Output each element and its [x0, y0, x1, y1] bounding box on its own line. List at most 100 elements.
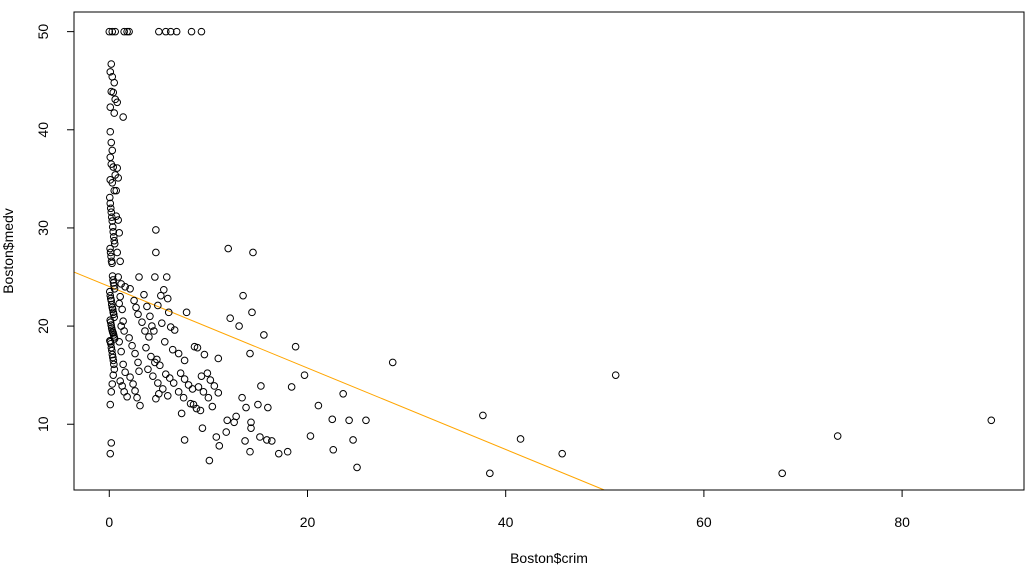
data-point — [162, 273, 171, 281]
data-point — [174, 349, 183, 358]
data-point — [109, 310, 118, 319]
data-point — [214, 389, 223, 397]
data-point — [176, 369, 185, 377]
data-point — [131, 387, 139, 395]
data-point — [118, 305, 126, 314]
data-point — [110, 78, 119, 87]
data-point — [314, 401, 323, 410]
data-point — [235, 322, 243, 330]
data-point — [108, 305, 117, 314]
data-point — [160, 337, 169, 346]
data-point — [125, 27, 133, 36]
data-point — [148, 322, 156, 330]
data-point — [206, 376, 215, 384]
data-point — [226, 314, 234, 323]
data-point — [204, 393, 213, 402]
data-point — [114, 273, 122, 281]
data-point — [184, 381, 193, 389]
data-point — [112, 212, 121, 220]
data-point — [120, 27, 128, 36]
data-point — [153, 355, 161, 364]
data-point — [108, 146, 117, 155]
data-point — [109, 228, 118, 236]
data-point — [113, 164, 122, 172]
data-point — [169, 379, 178, 387]
data-point — [558, 449, 566, 458]
data-point — [138, 318, 146, 326]
data-point — [329, 445, 338, 454]
data-point — [106, 103, 115, 112]
regression-line — [73, 271, 605, 491]
data-point — [194, 383, 203, 391]
data-point — [345, 416, 353, 425]
data-point — [212, 433, 221, 441]
x-tick-label: 80 — [894, 514, 910, 530]
data-point — [115, 299, 123, 308]
data-point — [107, 388, 116, 396]
data-point — [246, 349, 254, 358]
data-point — [778, 469, 786, 478]
data-point — [133, 393, 141, 402]
data-point — [109, 356, 118, 365]
data-point — [107, 213, 116, 221]
data-point — [263, 436, 271, 444]
data-point — [147, 352, 155, 361]
data-point — [180, 436, 189, 444]
data-point — [182, 308, 191, 317]
data-point — [339, 390, 347, 398]
data-point — [268, 437, 276, 445]
data-point — [134, 310, 142, 319]
data-point — [125, 334, 133, 342]
data-point — [164, 308, 173, 317]
data-point — [116, 377, 124, 385]
data-point — [109, 163, 118, 171]
x-axis-title: Boston$crim — [510, 550, 588, 566]
data-point — [193, 343, 202, 352]
data-point — [161, 370, 170, 378]
data-point — [106, 400, 115, 409]
data-point — [107, 439, 116, 447]
data-point — [111, 27, 120, 36]
data-point — [152, 394, 160, 403]
data-point — [353, 463, 361, 472]
data-point — [166, 27, 175, 36]
data-point — [135, 367, 143, 376]
y-tick-label: 20 — [35, 318, 51, 334]
data-point — [165, 374, 174, 382]
data-point — [106, 204, 115, 213]
data-point — [223, 416, 232, 425]
data-point — [129, 380, 137, 388]
data-point — [106, 449, 115, 458]
y-axis: 10 20 30 40 50 — [35, 24, 75, 432]
data-point — [199, 388, 208, 396]
data-point — [180, 356, 189, 365]
data-point — [833, 432, 842, 440]
data-point — [107, 321, 115, 329]
data-point — [146, 312, 154, 321]
data-point — [119, 360, 127, 369]
data-point — [130, 296, 138, 305]
data-point — [120, 327, 128, 335]
data-point — [189, 400, 198, 409]
data-point — [152, 248, 160, 257]
data-point — [119, 317, 127, 325]
data-point — [611, 371, 620, 379]
data-point — [486, 469, 494, 478]
data-point — [247, 418, 255, 427]
data-point — [110, 236, 119, 245]
data-point — [107, 60, 116, 68]
data-point — [106, 244, 114, 253]
data-point — [131, 349, 139, 358]
data-point — [119, 113, 127, 121]
data-point — [109, 279, 118, 287]
data-point — [134, 358, 142, 367]
data-point — [110, 360, 118, 369]
data-point — [154, 379, 162, 387]
data-point — [154, 301, 162, 310]
data-point — [156, 361, 164, 370]
x-axis: 0 20 40 60 80 — [105, 489, 910, 530]
data-point — [126, 373, 134, 381]
data-point — [987, 416, 996, 425]
data-point — [203, 369, 212, 377]
